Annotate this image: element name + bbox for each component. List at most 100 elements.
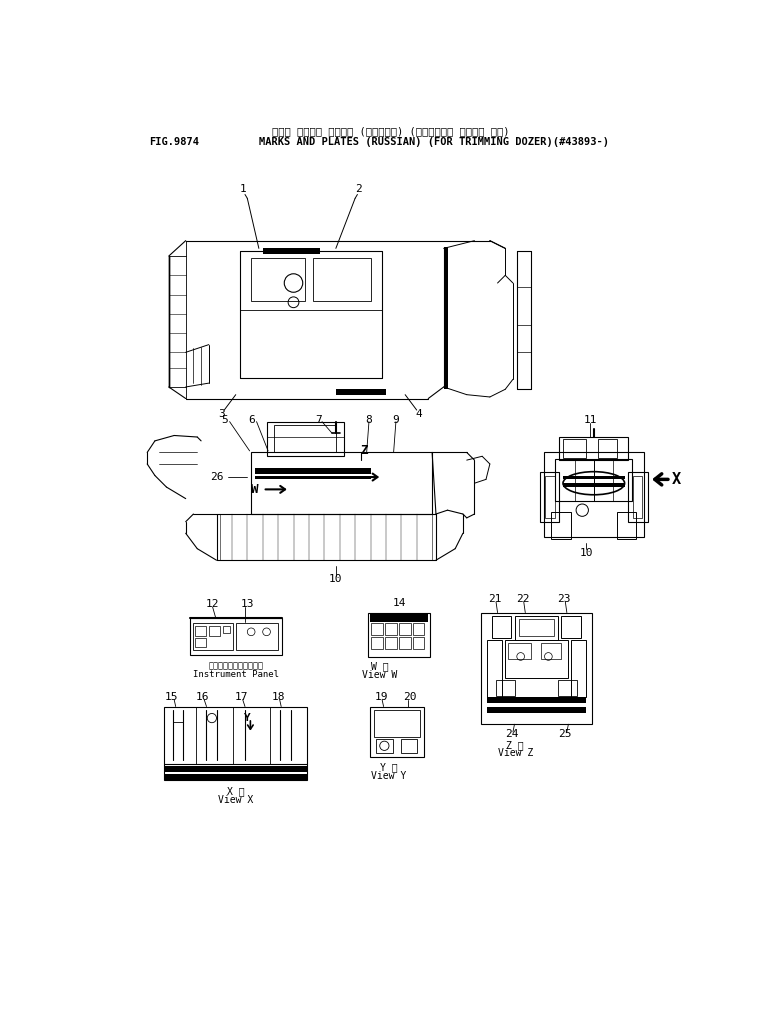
Bar (239, 251, 382, 378)
Bar (195, 626, 206, 637)
Bar (487, 698, 586, 704)
Bar (519, 619, 554, 636)
Bar (629, 472, 648, 522)
Text: View X: View X (218, 795, 254, 805)
Bar (558, 680, 577, 696)
Text: Y 横: Y 横 (380, 762, 398, 772)
Bar (496, 680, 515, 696)
Bar (487, 707, 586, 713)
Text: Z: Z (360, 445, 368, 457)
Text: 3: 3 (219, 408, 226, 419)
Bar (563, 483, 625, 487)
Text: Z 横: Z 横 (507, 740, 524, 750)
Bar (385, 624, 397, 635)
Bar (571, 640, 586, 698)
Bar (223, 626, 230, 633)
Text: 19: 19 (375, 693, 388, 703)
Text: X: X (671, 472, 680, 487)
Bar (255, 475, 370, 478)
Bar (515, 617, 558, 640)
Text: 26: 26 (210, 472, 223, 482)
Bar (563, 475, 625, 479)
Bar (263, 249, 321, 254)
Text: 2: 2 (356, 184, 362, 194)
Text: 20: 20 (403, 693, 417, 703)
Bar (540, 472, 559, 522)
Text: 22: 22 (516, 593, 530, 604)
Text: 17: 17 (235, 693, 248, 703)
Text: 10: 10 (329, 574, 343, 584)
Bar (255, 468, 370, 474)
Bar (633, 475, 642, 518)
Bar (559, 437, 629, 460)
Bar (235, 623, 278, 650)
Bar (373, 711, 420, 737)
Bar (401, 739, 418, 753)
Text: View Z: View Z (498, 748, 533, 758)
Text: Instrument Panel: Instrument Panel (193, 669, 279, 678)
Bar (562, 617, 581, 638)
Bar (413, 624, 424, 635)
Bar (617, 513, 636, 540)
Bar (597, 439, 617, 458)
Bar (544, 452, 644, 537)
Bar (193, 623, 232, 650)
Text: 24: 24 (504, 729, 518, 739)
Text: 14: 14 (392, 599, 405, 609)
Bar (399, 624, 411, 635)
Bar (552, 513, 571, 540)
Bar (190, 618, 282, 655)
Bar (267, 422, 344, 456)
Text: 18: 18 (271, 693, 285, 703)
Bar (443, 247, 447, 389)
Bar (164, 773, 306, 779)
Bar (370, 707, 424, 756)
Text: View W: View W (362, 670, 397, 680)
Bar (368, 613, 430, 657)
Bar (487, 640, 502, 698)
Bar (542, 643, 561, 659)
Text: 5: 5 (221, 416, 228, 425)
Text: 16: 16 (196, 693, 210, 703)
Bar (164, 707, 306, 779)
Text: FIG.9874: FIG.9874 (149, 137, 200, 148)
Bar (508, 643, 531, 659)
Bar (274, 426, 336, 452)
Bar (563, 439, 586, 458)
Bar (336, 389, 386, 394)
Text: MARKS AND PLATES (RUSSIAN) (FOR TRIMMING DOZER)(#43893-): MARKS AND PLATES (RUSSIAN) (FOR TRIMMING… (259, 137, 609, 148)
Bar (481, 613, 592, 724)
Bar (492, 617, 511, 638)
Bar (376, 739, 393, 753)
Bar (413, 637, 424, 649)
Text: 1: 1 (240, 184, 247, 194)
Text: マーク オヤビ゛ プレート (ロシアゴ゛) (トリミング゛ ドーザー ヨウ): マーク オヤビ゛ プレート (ロシアゴ゛) (トリミング゛ ドーザー ヨウ) (272, 126, 509, 136)
Bar (546, 475, 555, 518)
Text: W 横: W 横 (371, 661, 389, 671)
Bar (312, 259, 370, 300)
Bar (209, 626, 219, 637)
Bar (164, 765, 306, 772)
Text: 25: 25 (559, 729, 572, 739)
Text: 6: 6 (248, 416, 255, 425)
Bar (371, 637, 383, 649)
Bar (370, 614, 428, 622)
Bar (371, 624, 383, 635)
Bar (251, 259, 305, 300)
Text: 13: 13 (241, 600, 254, 609)
Text: 11: 11 (583, 416, 597, 425)
Bar (555, 459, 632, 500)
Bar (195, 638, 206, 647)
Bar (505, 640, 568, 678)
Text: 21: 21 (488, 593, 501, 604)
Text: 4: 4 (415, 408, 422, 419)
Text: 10: 10 (579, 548, 593, 557)
Text: 23: 23 (557, 593, 571, 604)
Text: 12: 12 (206, 600, 219, 609)
Text: 8: 8 (366, 416, 373, 425)
Bar (251, 452, 432, 514)
Text: W: W (251, 483, 259, 495)
Text: インスツルメントパネル: インスツルメントパネル (208, 661, 263, 670)
Text: 7: 7 (315, 416, 322, 425)
Text: X 横: X 横 (227, 787, 245, 797)
